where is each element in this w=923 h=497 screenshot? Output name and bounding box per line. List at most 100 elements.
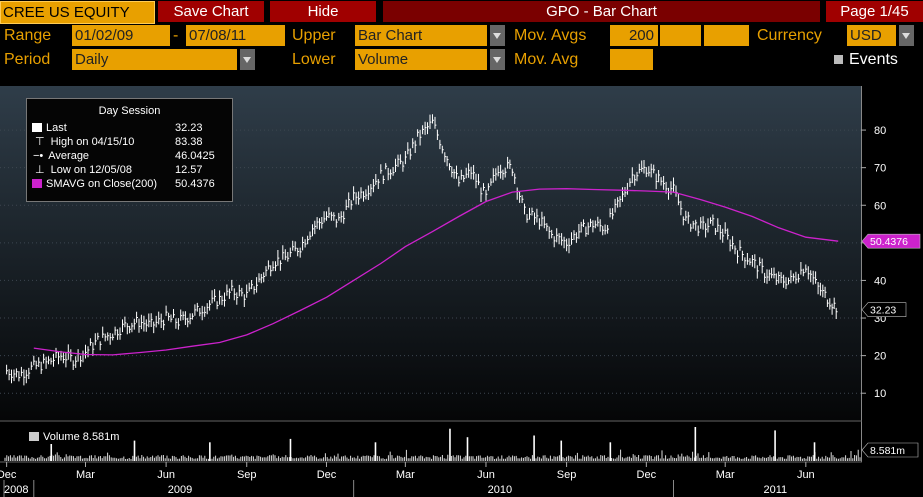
range-separator: - — [173, 27, 179, 44]
x-tick-label: Jun — [797, 469, 815, 481]
x-year-label: 2008 — [4, 484, 28, 496]
sma-swatch-icon — [32, 179, 42, 188]
volume-spike — [813, 442, 816, 461]
y-tick-label: 60 — [874, 200, 886, 212]
volume-value-tag-bg — [861, 442, 919, 458]
x-year-label: 2010 — [488, 484, 512, 496]
currency-label: Currency — [757, 27, 822, 44]
volume-swatch-icon — [29, 432, 39, 441]
sma-value-tag-bg — [861, 233, 921, 249]
events-label: Events — [849, 51, 898, 68]
volume-bars — [4, 449, 861, 461]
volume-spike — [50, 444, 53, 461]
period-dropdown-icon[interactable] — [240, 49, 255, 70]
price-bars — [6, 114, 838, 386]
x-tick-label: Jun — [477, 469, 495, 481]
x-tick-label: Mar — [76, 469, 95, 481]
volume-spike — [466, 437, 469, 461]
lower-label: Lower — [292, 51, 336, 68]
save-chart-button[interactable]: Save Chart — [158, 1, 264, 22]
volume-legend-value: 8.581m — [82, 431, 120, 443]
mov-avg-input[interactable] — [610, 49, 653, 70]
x-year-label: 2011 — [764, 484, 788, 496]
volume-spike — [209, 442, 211, 461]
sma-value-tag-text: 50.4376 — [870, 236, 908, 248]
volume-spike — [133, 440, 136, 461]
range-label: Range — [4, 27, 52, 44]
ticker-field[interactable]: CREE US EQUITY — [0, 1, 155, 24]
volume-value-tag-text: 8.581m — [870, 445, 905, 457]
legend-label: Average — [48, 150, 90, 162]
y-tick-label: 40 — [874, 275, 886, 287]
legend-title: Day Session — [98, 105, 161, 117]
high-marker-icon: ⊤ — [35, 136, 45, 148]
y-axis-line — [861, 86, 862, 462]
window-title: GPO - Bar Chart — [383, 1, 820, 22]
last-swatch-icon — [32, 123, 42, 132]
period-label: Period — [4, 51, 51, 68]
volume-spike — [694, 427, 697, 461]
legend-label: Low on 12/05/08 — [50, 164, 132, 176]
legend-value: 50.4376 — [175, 178, 215, 190]
sma-line — [33, 188, 839, 356]
mov-avg-label: Mov. Avg — [514, 51, 579, 68]
volume-legend-label: Volume — [43, 431, 80, 443]
legend-value: 12.57 — [175, 164, 203, 176]
period-select[interactable]: Daily — [72, 49, 237, 70]
x-tick-label: Dec — [0, 469, 17, 481]
x-tick-label: Sep — [237, 469, 257, 481]
upper-label: Upper — [292, 27, 336, 44]
hide-button[interactable]: Hide — [270, 1, 376, 22]
volume-spike — [609, 442, 612, 461]
legend-row-low: ⊥ Low on 12/05/08 — [32, 164, 132, 177]
last-price-tag-text: 32.23 — [870, 305, 896, 317]
volume-spike — [449, 428, 451, 461]
legend-row-last: Last — [32, 122, 67, 135]
lower-dropdown-icon[interactable] — [490, 49, 505, 70]
legend-box: Day Session Last 32.23 ⊤ High on 04/15/10… — [26, 98, 233, 202]
volume-legend: Volume 8.581m — [29, 431, 119, 443]
average-marker-icon: −• — [33, 150, 44, 162]
volume-spike — [774, 430, 776, 461]
events-checkbox-icon[interactable] — [834, 55, 843, 65]
sma-value-tag: 50.4376 — [861, 233, 921, 249]
y-tick-label: 20 — [874, 351, 886, 363]
mov-avgs-input-3[interactable] — [704, 25, 749, 46]
x-tick-label: Dec — [637, 469, 657, 481]
low-marker-icon: ⊥ — [35, 164, 45, 176]
volume-spike — [289, 438, 292, 461]
legend-label: Last — [46, 122, 67, 134]
range-from-input[interactable]: 01/02/09 — [72, 25, 170, 46]
currency-dropdown-icon[interactable] — [899, 25, 914, 46]
legend-value: 83.38 — [175, 136, 203, 148]
x-tick-label: Dec — [317, 469, 337, 481]
x-tick-label: Mar — [716, 469, 735, 481]
legend-value: 46.0425 — [175, 150, 215, 162]
currency-select[interactable]: USD — [847, 25, 896, 46]
legend-row-sma: SMAVG on Close(200) — [32, 178, 157, 191]
y-tick-label: 70 — [874, 163, 886, 175]
upper-dropdown-icon[interactable] — [490, 25, 505, 46]
events-toggle[interactable]: Events — [834, 49, 898, 70]
x-year-label: 2009 — [168, 484, 192, 496]
volume-panel — [0, 422, 862, 462]
page-indicator[interactable]: Page 1/45 — [826, 1, 923, 22]
x-tick-label: Mar — [396, 469, 415, 481]
legend-value: 32.23 — [175, 122, 203, 134]
last-price-tag-bg — [861, 302, 907, 317]
legend-label: High on 04/15/10 — [50, 136, 135, 148]
legend-row-average: −• Average — [32, 150, 89, 163]
y-tick-label: 80 — [874, 125, 886, 137]
volume-spike — [560, 440, 563, 461]
x-tick-label: Jun — [157, 469, 175, 481]
volume-value-tag: 8.581m — [861, 442, 919, 458]
mov-avgs-input-2[interactable] — [660, 25, 701, 46]
legend-label: SMAVG on Close(200) — [46, 178, 158, 190]
mov-avgs-input-1[interactable]: 200 — [610, 25, 658, 46]
upper-select[interactable]: Bar Chart — [355, 25, 487, 46]
range-to-input[interactable]: 07/08/11 — [186, 25, 285, 46]
last-price-tag: 32.23 — [861, 302, 907, 317]
lower-select[interactable]: Volume — [355, 49, 487, 70]
y-tick-label: 10 — [874, 388, 886, 400]
volume-spike — [374, 442, 377, 461]
